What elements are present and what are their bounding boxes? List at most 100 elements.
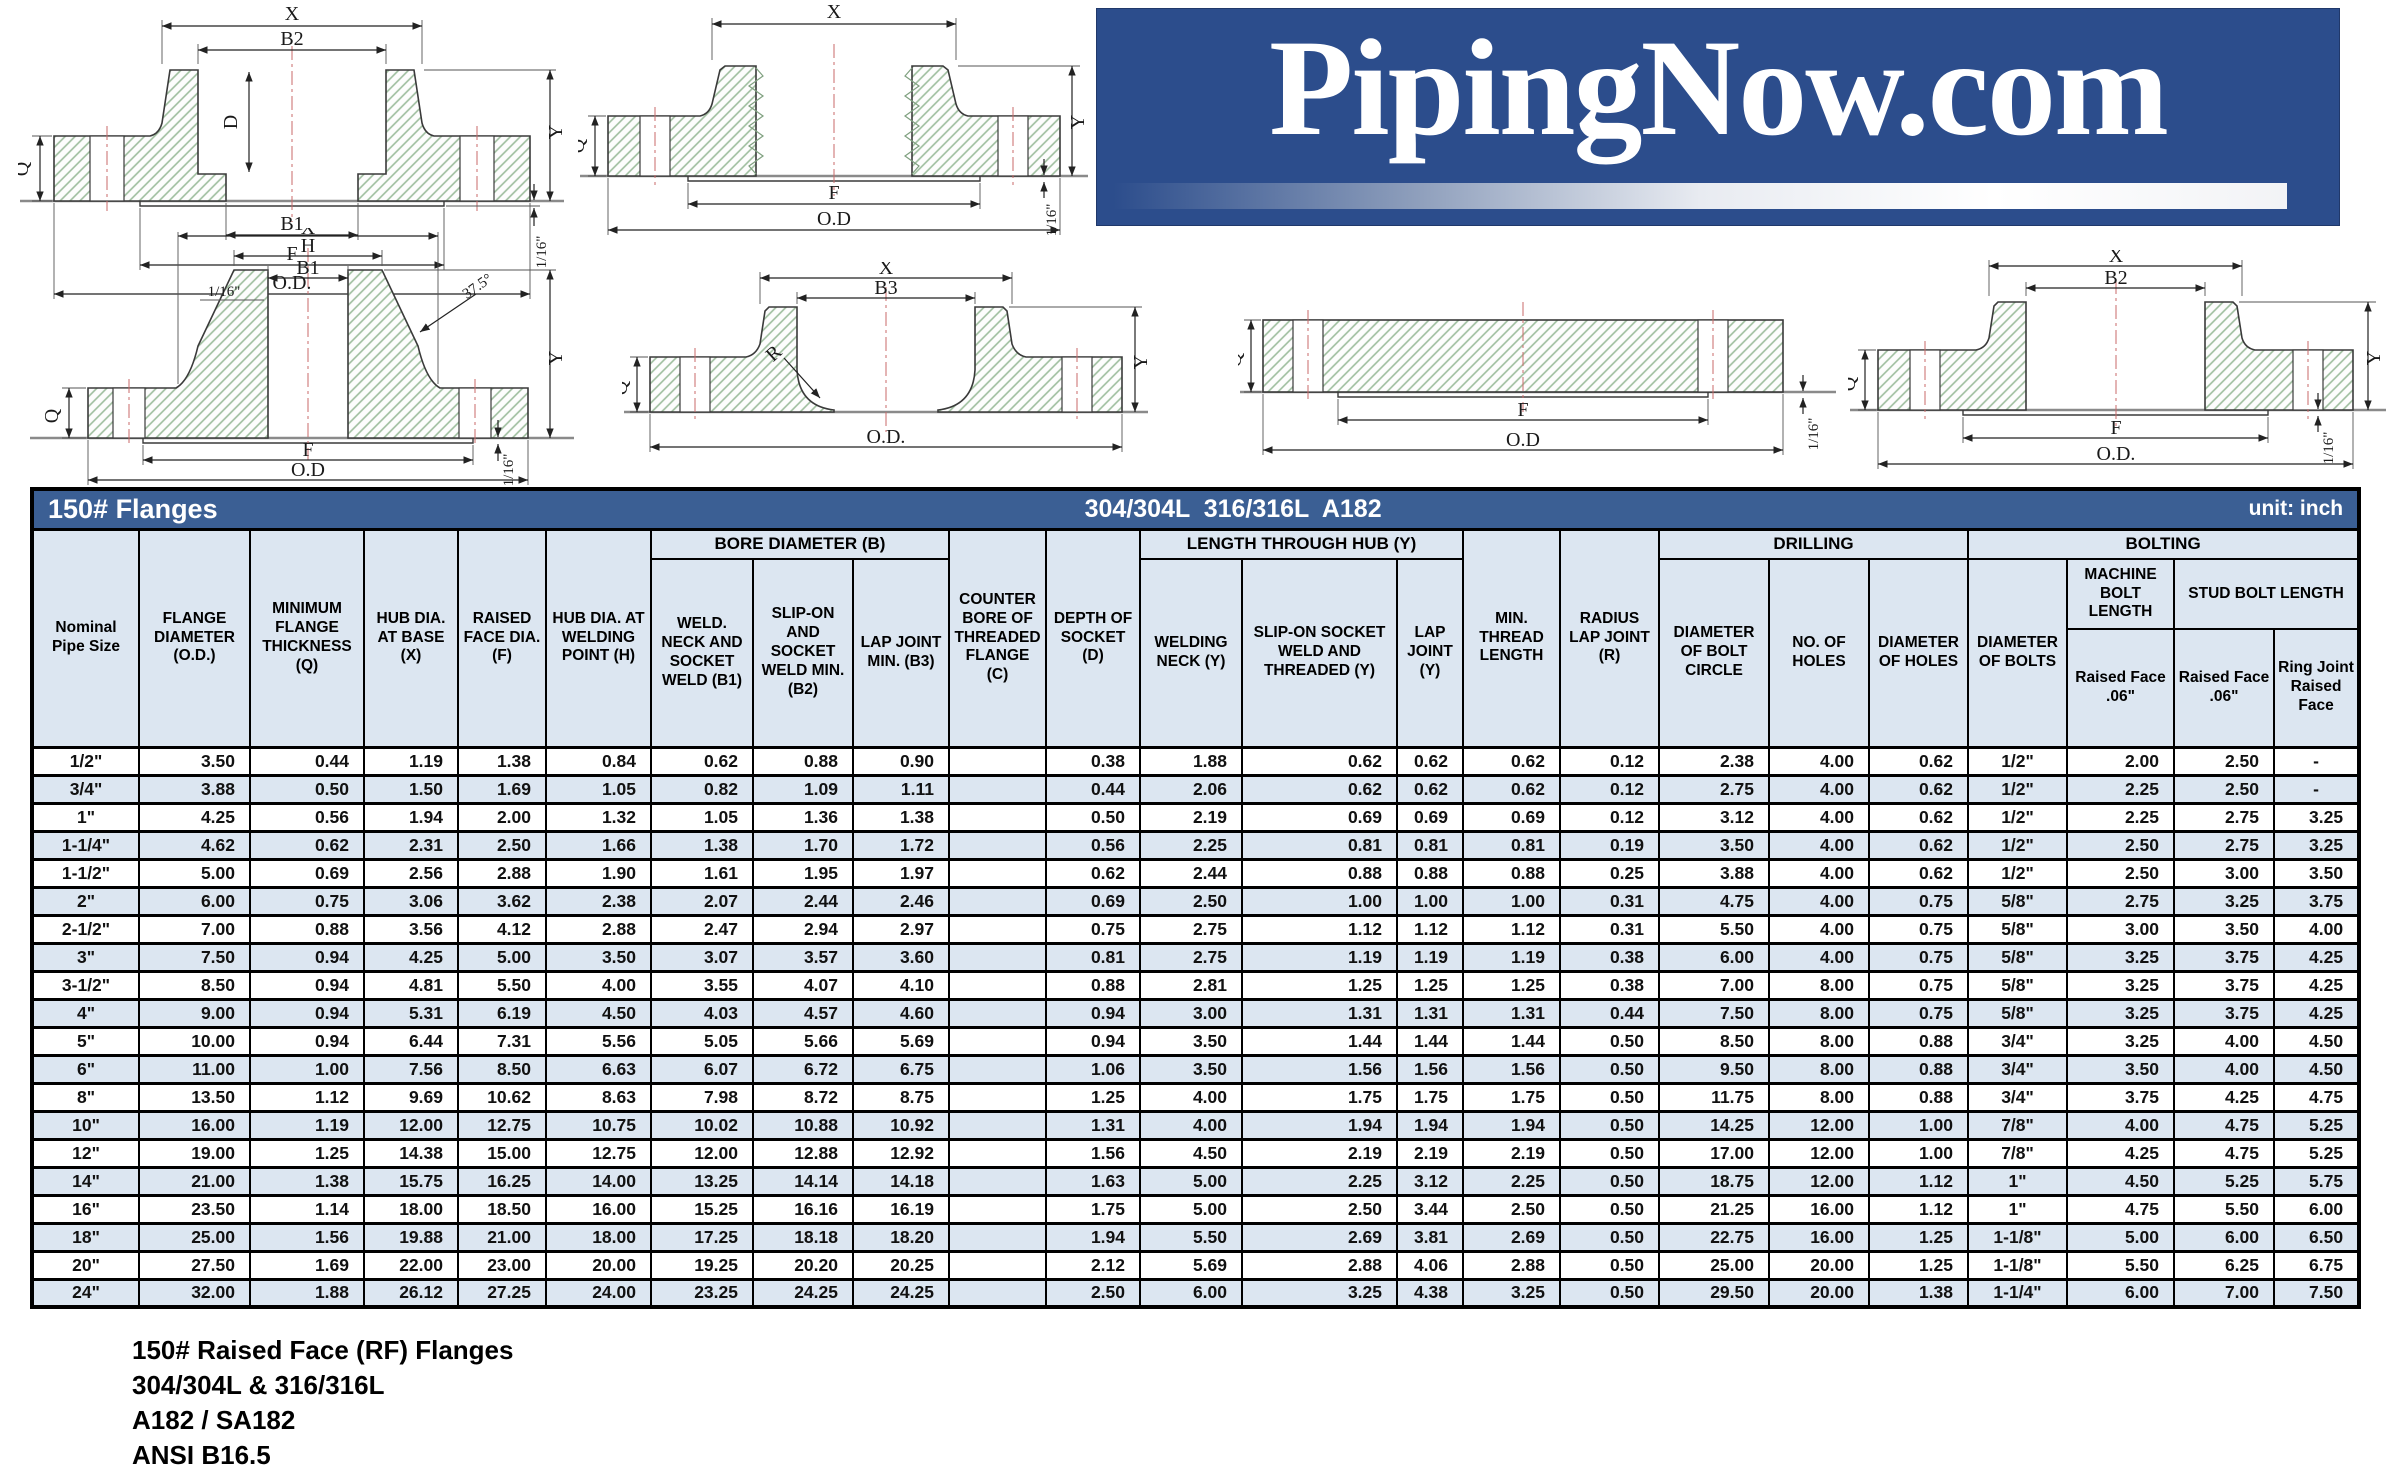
value-cell: 0.50 xyxy=(1045,801,1141,833)
value-cell: 7.50 xyxy=(2272,1277,2361,1309)
value-cell: 5.50 xyxy=(1139,1221,1243,1253)
col-header-radius-lap-joint: RADIUS LAP JOINT (R) xyxy=(1559,528,1660,748)
value-cell: 0.44 xyxy=(1045,773,1141,805)
value-cell: 5.69 xyxy=(1139,1249,1243,1281)
value-cell: 1.12 xyxy=(1868,1193,1969,1225)
value-cell: 8.00 xyxy=(1768,1053,1870,1085)
value-cell: 1.12 xyxy=(1396,913,1464,945)
value-cell: 8.75 xyxy=(852,1081,950,1113)
value-cell: 20.20 xyxy=(752,1249,854,1281)
value-cell: 5.00 xyxy=(457,941,547,973)
value-cell: 1.36 xyxy=(752,801,854,833)
value-cell: 0.62 xyxy=(1868,857,1969,889)
value-cell: 1.00 xyxy=(249,1053,365,1085)
col-header-min-thread-length: MIN. THREAD LENGTH xyxy=(1462,528,1561,748)
value-cell: 18.00 xyxy=(545,1221,652,1253)
value-cell: 3.50 xyxy=(2066,1053,2175,1085)
value-cell: 1.14 xyxy=(249,1193,365,1225)
value-cell: 4.12 xyxy=(457,913,547,945)
value-cell: 1.56 xyxy=(249,1221,365,1253)
value-cell: 1.19 xyxy=(1396,941,1464,973)
value-cell: 2.19 xyxy=(1241,1137,1398,1169)
row-size-cell: 16" xyxy=(31,1193,140,1225)
value-cell: 2.75 xyxy=(2066,885,2175,917)
value-cell: 2.50 xyxy=(457,829,547,861)
value-cell: 5.00 xyxy=(1139,1193,1243,1225)
table-row: 20" 27.50 1.69 22.00 23.00 20.00 19.25 20.20 20.… xyxy=(31,1249,2361,1281)
dim-label-sixteenth: 1/16" xyxy=(501,454,517,486)
value-cell: 1.00 xyxy=(1868,1137,1969,1169)
value-cell: 18.00 xyxy=(363,1193,459,1225)
value-cell: 16.25 xyxy=(457,1165,547,1197)
value-cell: 21.00 xyxy=(138,1165,251,1197)
value-cell xyxy=(948,1053,1047,1085)
value-cell: 4.50 xyxy=(1139,1137,1243,1169)
value-cell: 14.18 xyxy=(852,1165,950,1197)
value-cell: 3.50 xyxy=(1139,1053,1243,1085)
value-cell: 1.32 xyxy=(545,801,652,833)
value-cell: 0.50 xyxy=(1559,1221,1660,1253)
value-cell: 27.50 xyxy=(138,1249,251,1281)
value-cell: 12.00 xyxy=(1768,1109,1870,1141)
value-cell: 21.00 xyxy=(457,1221,547,1253)
value-cell: 6.63 xyxy=(545,1053,652,1085)
value-cell: 3.75 xyxy=(2173,969,2275,1001)
value-cell: 15.75 xyxy=(363,1165,459,1197)
value-cell: 3.25 xyxy=(2272,801,2361,833)
value-cell: 10.00 xyxy=(138,1025,251,1057)
value-cell: 1.38 xyxy=(1868,1277,1969,1309)
value-cell: 2.75 xyxy=(2173,801,2275,833)
group-header-bolting: BOLTING xyxy=(1966,528,2361,560)
value-cell: 0.88 xyxy=(1241,857,1398,889)
value-cell: 0.50 xyxy=(1559,1249,1660,1281)
value-cell: 1.38 xyxy=(852,801,950,833)
value-cell: 19.88 xyxy=(363,1221,459,1253)
value-cell: 4.57 xyxy=(752,997,854,1029)
value-cell: 5.31 xyxy=(363,997,459,1029)
value-cell: 1.50 xyxy=(363,773,459,805)
value-cell: 3.50 xyxy=(138,745,251,777)
value-cell: 1.31 xyxy=(1396,997,1464,1029)
value-cell: 2.38 xyxy=(1658,745,1770,777)
value-cell: 0.84 xyxy=(545,745,652,777)
value-cell: 10.02 xyxy=(650,1109,754,1141)
dim-label-f: F xyxy=(1517,399,1528,421)
value-cell: 2.25 xyxy=(2066,773,2175,805)
group-header-bore-diameter: BORE DIAMETER (B) xyxy=(650,528,950,560)
value-cell: 1.31 xyxy=(1462,997,1561,1029)
col-header-no-of-holes: NO. OF HOLES xyxy=(1768,558,1870,748)
value-cell: 8.63 xyxy=(545,1081,652,1113)
group-header-length-through-hub: LENGTH THROUGH HUB (Y) xyxy=(1139,528,1464,560)
col-header-b1: WELD. NECK AND SOCKET WELD (B1) xyxy=(650,558,754,748)
value-cell: 0.81 xyxy=(1396,829,1464,861)
value-cell: 8.50 xyxy=(1658,1025,1770,1057)
value-cell: 3.50 xyxy=(1139,1025,1243,1057)
value-cell: 0.31 xyxy=(1559,885,1660,917)
value-cell: 12.92 xyxy=(852,1137,950,1169)
value-cell: 1" xyxy=(1967,1193,2068,1225)
value-cell: 8.00 xyxy=(1768,969,1870,1001)
value-cell xyxy=(948,1221,1047,1253)
value-cell: 2.07 xyxy=(650,885,754,917)
table-body: 1/2" 3.50 0.44 1.19 1.38 0.84 0.62 0.88 0.90 0.38… xyxy=(31,745,2361,1309)
value-cell: 2.88 xyxy=(457,857,547,889)
value-cell: 2.75 xyxy=(2173,829,2275,861)
value-cell: 6.19 xyxy=(457,997,547,1029)
table-title: 150# Flanges xyxy=(48,493,218,524)
value-cell: 0.62 xyxy=(1396,773,1464,805)
drawing-slip-on-flange: X B2 Q F O.D. Y 1/16" xyxy=(1848,250,2386,469)
value-cell: 6.00 xyxy=(1658,941,1770,973)
col-header-depth-of-socket: DEPTH OF SOCKET (D) xyxy=(1045,528,1141,748)
value-cell: 3.07 xyxy=(650,941,754,973)
value-cell: 5.50 xyxy=(2066,1249,2175,1281)
value-cell: 1.75 xyxy=(1241,1081,1398,1113)
value-cell: - xyxy=(2272,773,2361,805)
value-cell: 1.06 xyxy=(1045,1053,1141,1085)
value-cell: 1.25 xyxy=(1868,1249,1969,1281)
dim-label-y: Y xyxy=(1130,355,1150,369)
value-cell: 5/8" xyxy=(1967,885,2068,917)
value-cell: 9.50 xyxy=(1658,1053,1770,1085)
value-cell: 0.62 xyxy=(1396,745,1464,777)
value-cell: 2.81 xyxy=(1139,969,1243,1001)
value-cell: 4.00 xyxy=(1768,913,1870,945)
